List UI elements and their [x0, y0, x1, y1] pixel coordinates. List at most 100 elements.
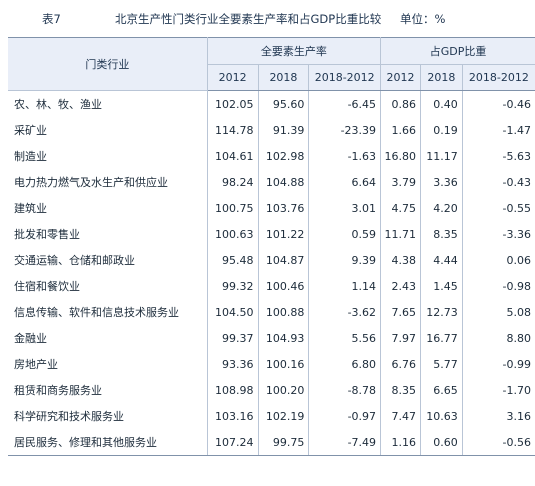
gdp-2012-cell: 7.47 — [380, 403, 421, 429]
gdp-2012-cell: 7.65 — [380, 299, 421, 325]
industry-name: 交通运输、仓储和邮政业 — [8, 247, 208, 273]
industry-name: 科学研究和技术服务业 — [8, 403, 208, 429]
tfp-2012-cell: 103.16 — [207, 403, 259, 429]
gdp-2018-cell: 12.73 — [420, 299, 463, 325]
tfp-diff-cell: 6.64 — [308, 169, 382, 195]
gdp-2018-cell: 8.35 — [420, 221, 463, 247]
tfp-2018-cell: 100.88 — [258, 299, 310, 325]
header-gdp-2012: 2012 — [380, 64, 421, 91]
table-title: 北京生产性门类行业全要素生产率和占GDP比重比较 — [115, 12, 382, 26]
table-row: 住宿和餐饮业 99.32 100.46 1.14 2.43 1.45 -0.98 — [8, 273, 535, 299]
tfp-diff-cell: -3.62 — [308, 299, 382, 325]
tfp-diff-cell: -6.45 — [308, 90, 382, 117]
tfp-diff-cell: -7.49 — [308, 429, 382, 456]
gdp-diff-cell: -5.63 — [502, 149, 531, 163]
table-row: 科学研究和技术服务业 103.16 102.19 -0.97 7.47 10.63 3.16 — [8, 403, 535, 429]
tfp-diff-cell: 3.01 — [308, 195, 382, 221]
gdp-diff-cell: -0.98 — [502, 279, 531, 293]
table-row: 采矿业 114.78 91.39 -23.39 1.66 0.19 -1.47 — [8, 117, 535, 143]
gdp-2018-cell: 0.40 — [420, 90, 463, 117]
header-tfp-2018: 2018 — [258, 64, 310, 91]
tfp-2012-cell: 98.24 — [207, 169, 259, 195]
tfp-2018-cell: 102.19 — [258, 403, 310, 429]
tfp-diff-cell: 1.14 — [308, 273, 382, 299]
gdp-diff-cell: 5.08 — [506, 305, 532, 319]
gdp-2012-cell: 0.86 — [380, 90, 421, 117]
gdp-diff-cell: -3.36 — [502, 227, 531, 241]
gdp-2012-cell: 1.66 — [380, 117, 421, 143]
header-group-tfp: 全要素生产率 — [207, 37, 382, 65]
gdp-2018-cell: 10.63 — [420, 403, 463, 429]
gdp-diff-cell: -0.55 — [502, 201, 531, 215]
tfp-2018-cell: 104.93 — [258, 325, 310, 351]
table-row: 建筑业 100.75 103.76 3.01 4.75 4.20 -0.55 — [8, 195, 535, 221]
tfp-2018-cell: 100.16 — [258, 351, 310, 377]
table-row: 制造业 104.61 102.98 -1.63 16.80 11.17 -5.63 — [8, 143, 535, 169]
gdp-diff-cell: -0.43 — [502, 175, 531, 189]
tfp-diff-cell: 9.39 — [308, 247, 382, 273]
gdp-2012-cell: 11.71 — [380, 221, 421, 247]
table-body: 农、林、牧、渔业 102.05 95.60 -6.45 0.86 0.40 -0.46 采矿业… — [8, 90, 535, 456]
header-tfp-2012: 2012 — [207, 64, 259, 91]
tfp-diff-cell: 6.80 — [308, 351, 382, 377]
header-gdp-diff: 2018-2012 — [462, 64, 535, 91]
tfp-2018-cell: 104.88 — [258, 169, 310, 195]
gdp-2018-cell: 11.17 — [420, 143, 463, 169]
gdp-diff-cell: -1.47 — [502, 123, 531, 137]
tfp-diff-cell: 0.59 — [308, 221, 382, 247]
tfp-2018-cell: 102.98 — [258, 143, 310, 169]
tfp-2018-cell: 101.22 — [258, 221, 310, 247]
tfp-2012-cell: 104.50 — [207, 299, 259, 325]
table-number: 表7 — [42, 12, 61, 26]
gdp-2012-cell: 2.43 — [380, 273, 421, 299]
header-gdp-2018: 2018 — [420, 64, 463, 91]
industry-name: 租赁和商务服务业 — [8, 377, 208, 403]
industry-name: 金融业 — [8, 325, 208, 351]
table-row: 信息传输、软件和信息技术服务业 104.50 100.88 -3.62 7.65 12.7… — [8, 299, 535, 325]
header-row-groups: 门类行业 全要素生产率 占GDP比重 — [8, 37, 535, 91]
tfp-diff-cell: 5.56 — [308, 325, 382, 351]
tfp-diff-cell: -8.78 — [308, 377, 382, 403]
tfp-2018-cell: 91.39 — [258, 117, 310, 143]
tfp-2012-cell: 95.48 — [207, 247, 259, 273]
table-row: 电力热力燃气及水生产和供应业 98.24 104.88 6.64 3.79 3.36 -0.… — [8, 169, 535, 195]
tfp-2012-cell: 107.24 — [207, 429, 259, 456]
gdp-2018-cell: 1.45 — [420, 273, 463, 299]
tfp-diff-cell: -0.97 — [308, 403, 382, 429]
industry-name: 批发和零售业 — [8, 221, 208, 247]
gdp-diff-cell: 0.06 — [506, 253, 532, 267]
tfp-2018-cell: 100.20 — [258, 377, 310, 403]
gdp-2018-cell: 0.60 — [420, 429, 463, 456]
gdp-2012-cell: 6.76 — [380, 351, 421, 377]
gdp-2018-cell: 0.19 — [420, 117, 463, 143]
table-row: 交通运输、仓储和邮政业 95.48 104.87 9.39 4.38 4.44 0.06 — [8, 247, 535, 273]
gdp-2012-cell: 3.79 — [380, 169, 421, 195]
industry-name: 农、林、牧、渔业 — [8, 90, 208, 117]
gdp-2012-cell: 4.38 — [380, 247, 421, 273]
tfp-2012-cell: 102.05 — [207, 90, 259, 117]
tfp-2012-cell: 104.61 — [207, 143, 259, 169]
tfp-2018-cell: 95.60 — [258, 90, 310, 117]
industry-name: 建筑业 — [8, 195, 208, 221]
gdp-diff-cell: -0.99 — [502, 357, 531, 371]
table-row: 房地产业 93.36 100.16 6.80 6.76 5.77 -0.99 — [8, 351, 535, 377]
tfp-2018-cell: 99.75 — [258, 429, 310, 456]
gdp-diff-cell: 8.80 — [506, 331, 532, 345]
industry-name: 采矿业 — [8, 117, 208, 143]
tfp-2012-cell: 114.78 — [207, 117, 259, 143]
gdp-diff-cell: -0.46 — [502, 97, 531, 111]
table-row: 农、林、牧、渔业 102.05 95.60 -6.45 0.86 0.40 -0.46 — [8, 90, 535, 117]
table-row: 金融业 99.37 104.93 5.56 7.97 16.77 8.80 — [8, 325, 535, 351]
gdp-diff-cell: -0.56 — [462, 429, 535, 456]
tfp-diff-cell: -1.63 — [308, 143, 382, 169]
industry-name: 房地产业 — [8, 351, 208, 377]
gdp-diff-cell: 3.16 — [506, 409, 532, 423]
gdp-2018-cell: 4.20 — [420, 195, 463, 221]
tfp-2012-cell: 99.37 — [207, 325, 259, 351]
tfp-gdp-table: 门类行业 全要素生产率 占GDP比重 2012 2018 2018-2012 2… — [8, 37, 535, 456]
tfp-2012-cell: 100.75 — [207, 195, 259, 221]
tfp-2012-cell: 93.36 — [207, 351, 259, 377]
gdp-2012-cell: 1.16 — [380, 429, 421, 456]
gdp-2018-cell: 3.36 — [420, 169, 463, 195]
